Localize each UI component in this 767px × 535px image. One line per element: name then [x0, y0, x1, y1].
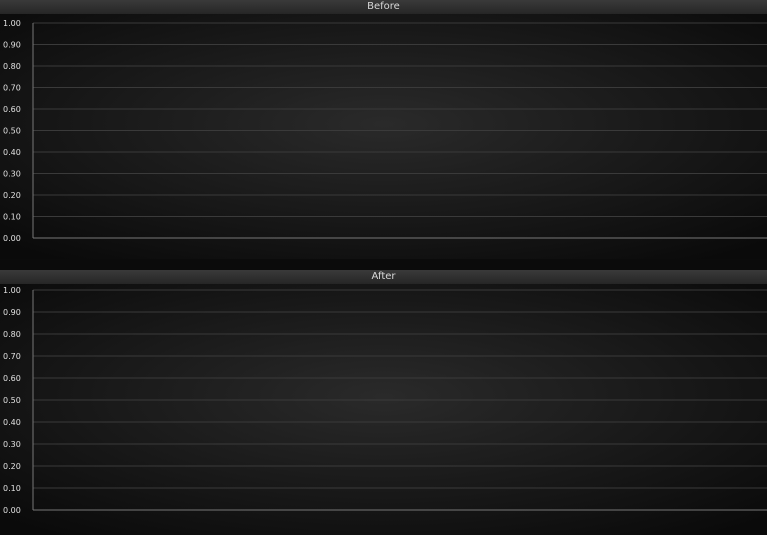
y-tick-label: 0.60	[3, 374, 21, 383]
y-tick-label: 0.20	[3, 191, 21, 200]
y-tick-label: 0.40	[3, 418, 21, 427]
plot-background	[0, 14, 767, 259]
after-chart-panel: After 0.00 0.10 0.20 0.30 0.40 0.50 0.60 0.70 0.…	[0, 270, 767, 535]
y-tick-label: 1.00	[3, 19, 21, 28]
y-tick-label: 0.20	[3, 462, 21, 471]
y-tick-label: 0.00	[3, 506, 21, 515]
y-tick-label: 0.70	[3, 84, 21, 93]
y-tick-label: 0.90	[3, 308, 21, 317]
y-tick-label: 0.10	[3, 484, 21, 493]
after-chart: 0.00 0.10 0.20 0.30 0.40 0.50 0.60 0.70 0.80 0.90…	[0, 284, 767, 535]
y-tick-label: 0.60	[3, 105, 21, 114]
chart-title: Before	[0, 0, 767, 14]
y-tick-label: 0.90	[3, 41, 21, 50]
before-chart-panel: Before 0.00 0.10 0.20 0.30 0.40 0.50 0.60 0.70 0…	[0, 0, 767, 259]
y-tick-label: 0.80	[3, 330, 21, 339]
y-tick-label: 0.70	[3, 352, 21, 361]
y-tick-label: 0.50	[3, 396, 21, 405]
y-tick-label: 0.40	[3, 148, 21, 157]
y-tick-label: 0.30	[3, 440, 21, 449]
y-tick-label: 0.10	[3, 213, 21, 222]
y-tick-label: 1.00	[3, 286, 21, 295]
y-tick-label: 0.00	[3, 234, 21, 243]
before-chart: 0.00 0.10 0.20 0.30 0.40 0.50 0.60 0.70 0.80 0.90…	[0, 14, 767, 259]
y-tick-label: 0.50	[3, 127, 21, 136]
y-tick-label: 0.30	[3, 170, 21, 179]
chart-title: After	[0, 270, 767, 284]
plot-background	[0, 284, 767, 535]
y-tick-label: 0.80	[3, 62, 21, 71]
